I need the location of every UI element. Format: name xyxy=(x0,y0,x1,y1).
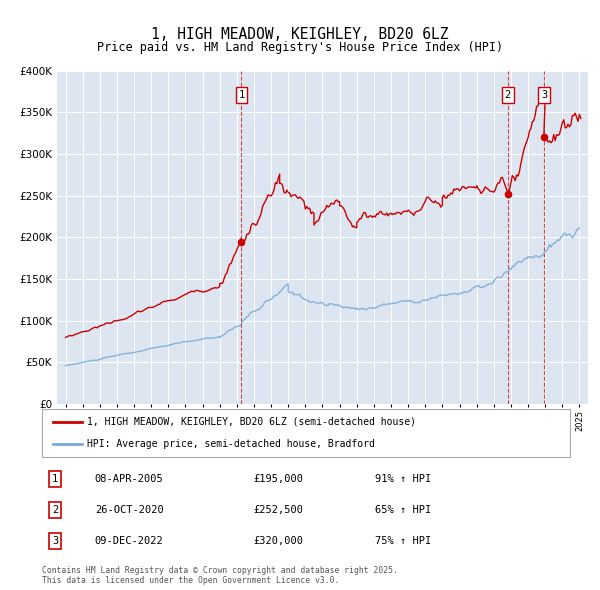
Text: 75% ↑ HPI: 75% ↑ HPI xyxy=(374,536,431,546)
Text: £252,500: £252,500 xyxy=(253,505,303,515)
Text: 26-OCT-2020: 26-OCT-2020 xyxy=(95,505,164,515)
Text: 3: 3 xyxy=(52,536,58,546)
Text: Price paid vs. HM Land Registry's House Price Index (HPI): Price paid vs. HM Land Registry's House … xyxy=(97,41,503,54)
Text: £195,000: £195,000 xyxy=(253,474,303,484)
Text: 1, HIGH MEADOW, KEIGHLEY, BD20 6LZ: 1, HIGH MEADOW, KEIGHLEY, BD20 6LZ xyxy=(151,27,449,41)
Text: 1, HIGH MEADOW, KEIGHLEY, BD20 6LZ (semi-detached house): 1, HIGH MEADOW, KEIGHLEY, BD20 6LZ (semi… xyxy=(87,417,416,427)
Text: 1: 1 xyxy=(52,474,58,484)
Text: Contains HM Land Registry data © Crown copyright and database right 2025.
This d: Contains HM Land Registry data © Crown c… xyxy=(42,566,398,585)
Text: 1: 1 xyxy=(238,90,245,100)
Text: 09-DEC-2022: 09-DEC-2022 xyxy=(95,536,164,546)
Text: 2: 2 xyxy=(505,90,511,100)
Text: 3: 3 xyxy=(541,90,547,100)
Text: 2: 2 xyxy=(52,505,58,515)
Text: 08-APR-2005: 08-APR-2005 xyxy=(95,474,164,484)
Text: 91% ↑ HPI: 91% ↑ HPI xyxy=(374,474,431,484)
Text: £320,000: £320,000 xyxy=(253,536,303,546)
Text: 65% ↑ HPI: 65% ↑ HPI xyxy=(374,505,431,515)
Text: HPI: Average price, semi-detached house, Bradford: HPI: Average price, semi-detached house,… xyxy=(87,439,375,449)
